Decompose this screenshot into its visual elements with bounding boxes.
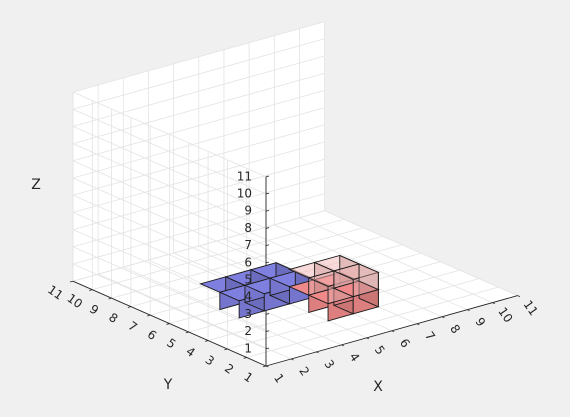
voxel-layer xyxy=(199,254,380,322)
z-tick-label: 3 xyxy=(244,307,252,321)
x-tick-label: 8 xyxy=(447,322,463,336)
z-tick-label: 2 xyxy=(244,324,252,338)
x-axis-label: X xyxy=(373,379,383,395)
voxel-face xyxy=(358,263,379,291)
grid-line xyxy=(72,210,325,282)
z-tick-mark xyxy=(265,313,270,315)
grid-line xyxy=(72,263,267,350)
x-tick-mark xyxy=(492,302,495,305)
grid-line xyxy=(72,193,325,265)
y-tick-mark xyxy=(224,348,228,351)
z-tick-mark xyxy=(265,209,270,212)
z-tick-label: 5 xyxy=(244,273,252,287)
z-tick-label: 6 xyxy=(244,255,252,269)
y-tick-mark xyxy=(185,331,189,334)
x-tick-label: 9 xyxy=(472,315,488,329)
y-tick-label: 7 xyxy=(126,319,140,335)
z-tick-mark xyxy=(265,227,270,229)
y-tick-mark xyxy=(108,297,112,300)
grid-line xyxy=(72,158,325,230)
x-tick-mark xyxy=(265,365,269,368)
z-tick-label: 4 xyxy=(244,290,252,304)
z-tick-label: 7 xyxy=(244,238,252,252)
grid-line xyxy=(72,108,267,195)
y-tick-mark xyxy=(262,365,267,368)
x-tick-mark xyxy=(517,295,521,297)
y-tick-mark xyxy=(166,323,170,325)
grid-line xyxy=(72,246,267,332)
grid-line xyxy=(72,38,325,110)
y-tick-label: 8 xyxy=(106,310,120,326)
grid-line xyxy=(246,286,499,358)
x-tick-mark xyxy=(416,323,420,326)
grid-line xyxy=(72,107,325,179)
grid-line xyxy=(72,194,267,281)
y-tick-label: 11 xyxy=(45,283,66,303)
grid-line xyxy=(72,177,267,264)
x-tick-label: 3 xyxy=(321,357,337,371)
x-tick-label: 7 xyxy=(422,329,438,343)
z-tick-mark xyxy=(265,244,270,246)
grid-line xyxy=(72,141,325,213)
z-tick-label: 9 xyxy=(244,204,252,218)
y-tick-mark xyxy=(127,306,132,308)
grid-line xyxy=(72,72,325,144)
y-tick-label: 5 xyxy=(164,336,178,352)
grid-line xyxy=(72,160,267,246)
z-tick-mark xyxy=(265,261,270,264)
x-tick-mark xyxy=(316,351,319,354)
x-tick-mark xyxy=(366,337,370,340)
z-tick-mark xyxy=(265,330,270,332)
x-tick-label: 6 xyxy=(397,336,413,350)
x-tick-mark xyxy=(341,344,344,347)
x-tick-label: 2 xyxy=(296,364,312,378)
x-tick-label: 1 xyxy=(271,371,287,385)
z-tick-label: 1 xyxy=(244,341,252,355)
y-tick-mark xyxy=(147,314,151,317)
x-tick-mark xyxy=(467,309,470,312)
x-tick-mark xyxy=(391,330,395,333)
z-tick-mark xyxy=(265,347,270,350)
y-axis-label: Y xyxy=(163,377,173,393)
grid-line xyxy=(72,90,325,162)
x-tick-mark xyxy=(290,358,294,361)
y-tick-label: 9 xyxy=(87,302,101,318)
grid-line xyxy=(72,176,325,248)
z-tick-mark xyxy=(265,175,270,178)
z-tick-label: 8 xyxy=(244,221,252,235)
grid-line xyxy=(72,126,267,212)
y-tick-mark xyxy=(89,289,93,291)
y-tick-label: 6 xyxy=(145,327,159,343)
x-tick-mark xyxy=(441,316,445,319)
grid-line xyxy=(72,21,325,93)
y-tick-label: 4 xyxy=(183,344,197,360)
y-tick-mark xyxy=(69,280,74,283)
z-tick-mark xyxy=(265,192,270,195)
y-tick-label: 1 xyxy=(241,370,255,386)
grid-line xyxy=(72,55,325,127)
x-tick-label: 4 xyxy=(347,350,363,364)
y-tick-mark xyxy=(243,357,247,359)
y-tick-mark xyxy=(204,340,209,342)
grid-line xyxy=(72,124,325,196)
grid-line xyxy=(92,218,345,291)
z-tick-label: 11 xyxy=(237,169,252,183)
x-tick-label: 5 xyxy=(372,343,388,357)
grid-line xyxy=(72,91,267,178)
x-tick-label: 10 xyxy=(495,305,515,326)
z-tick-label: 10 xyxy=(237,187,252,201)
y-tick-label: 3 xyxy=(203,353,217,369)
y-tick-label: 2 xyxy=(222,361,236,377)
axes-grid xyxy=(69,21,521,368)
x-tick-label: 11 xyxy=(521,298,541,319)
grid-line xyxy=(72,143,267,229)
z-axis-label: Z xyxy=(31,177,41,193)
y-tick-label: 10 xyxy=(64,291,85,311)
grid-line xyxy=(111,227,364,299)
